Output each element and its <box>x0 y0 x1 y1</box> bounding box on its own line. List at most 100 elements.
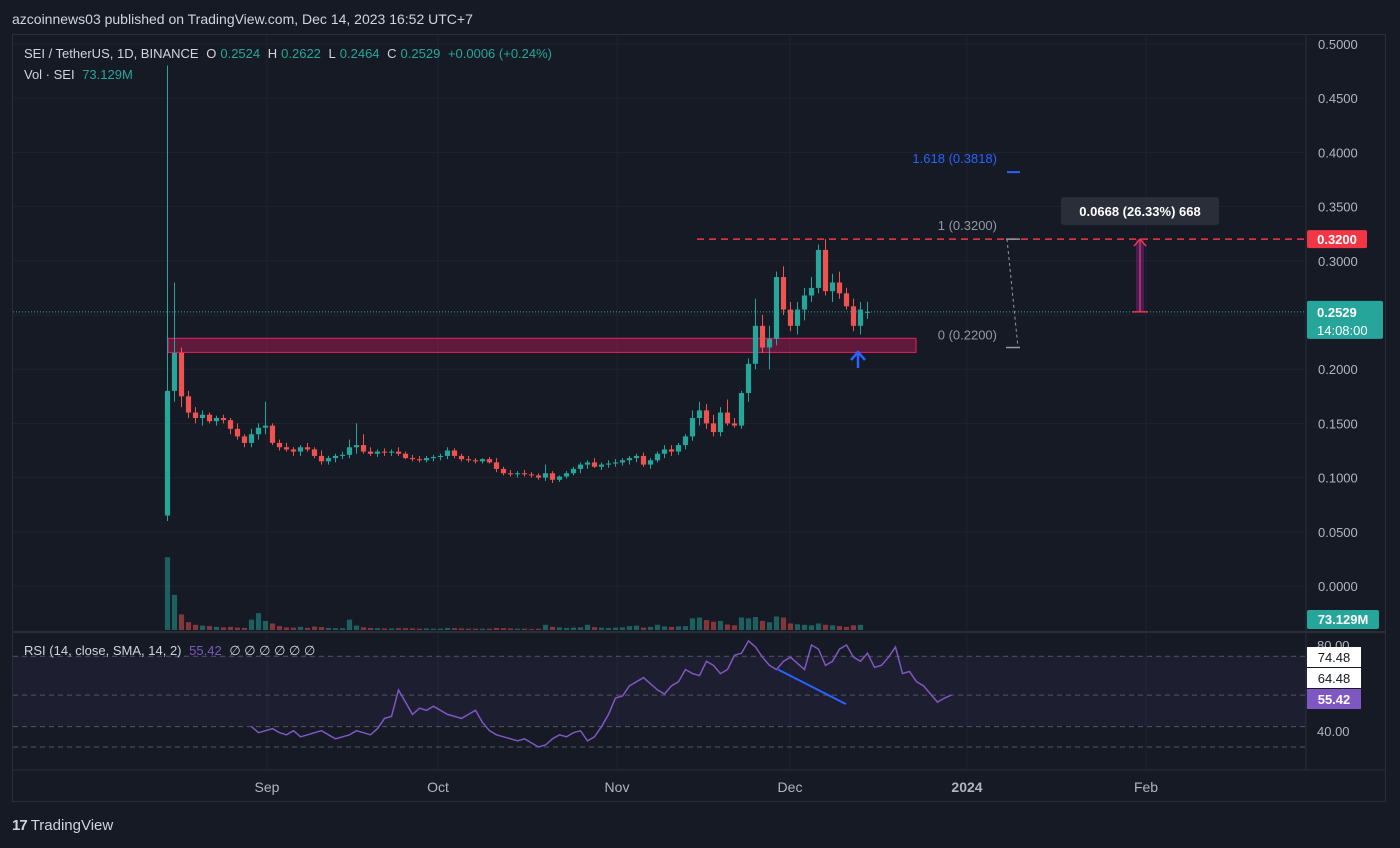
candle-body <box>843 293 850 307</box>
brand-label: TradingView <box>30 817 114 834</box>
candle-body <box>493 462 500 469</box>
volume-bar <box>745 618 752 630</box>
volume-bar <box>724 624 731 630</box>
volume-bar <box>549 626 556 630</box>
candle-body <box>360 445 367 452</box>
volume-bar <box>787 623 794 630</box>
candle-body <box>192 412 199 418</box>
volume-label[interactable]: Vol · SEI <box>24 67 75 82</box>
volume-bar <box>857 624 864 630</box>
candle-body <box>612 462 619 464</box>
up-arrow-icon <box>850 350 866 368</box>
candle-body <box>227 420 234 429</box>
price-tick-label: 0.4500 <box>1318 91 1358 106</box>
candle-body <box>234 428 241 437</box>
volume-bar <box>591 627 598 630</box>
candle-body <box>850 306 857 326</box>
volume-bar <box>409 628 416 630</box>
volume-bar <box>626 626 633 630</box>
volume-bar <box>248 619 255 630</box>
volume-bar <box>423 628 430 630</box>
candle-body <box>283 447 290 450</box>
candle-body <box>178 352 185 397</box>
candle-body <box>255 427 262 435</box>
price-tick-label: 0.5000 <box>1318 37 1358 52</box>
volume-bar <box>752 617 759 630</box>
candle-body <box>416 459 423 461</box>
rsi-value-badge: 55.42 <box>1318 692 1351 707</box>
candle-body <box>437 455 444 458</box>
price-tick-label: 0.1500 <box>1318 416 1358 431</box>
last-price-badge-bg <box>1307 300 1383 339</box>
volume-bar <box>185 622 192 630</box>
volume-bar <box>661 626 668 630</box>
volume-bar <box>472 628 479 630</box>
volume-bar <box>332 628 339 630</box>
volume-bar <box>465 628 472 630</box>
candle-body <box>759 325 766 348</box>
candle-body <box>318 455 325 462</box>
volume-bar <box>451 628 458 630</box>
candle-body <box>787 309 794 326</box>
volume-bar <box>570 627 577 630</box>
rsi-label[interactable]: RSI (14, close, SMA, 14, 2) <box>24 643 182 658</box>
rsi-value: 55.42 <box>189 643 222 658</box>
volume-bar <box>563 627 570 630</box>
candle-body <box>857 309 864 326</box>
volume-bar <box>612 627 619 630</box>
candle-body <box>808 287 815 296</box>
candle-body <box>290 449 297 452</box>
volume-bar <box>318 627 325 630</box>
price-tick-label: 0.1000 <box>1318 471 1358 486</box>
rsi-mid-badge: 64.48 <box>1318 671 1351 686</box>
volume-bar <box>703 620 710 630</box>
volume-bar <box>766 622 773 630</box>
tradingview-logo[interactable]: 17 TradingView <box>12 817 113 834</box>
volume-bar <box>731 625 738 630</box>
volume-bar <box>843 626 850 630</box>
rsi-legend: RSI (14, close, SMA, 14, 2) 55.42 ∅ ∅ ∅ … <box>24 643 319 659</box>
volume-bar <box>311 626 318 630</box>
volume-bar <box>689 618 696 630</box>
volume-bar <box>437 628 444 630</box>
volume-bar <box>850 625 857 630</box>
countdown-badge: 14:08:00 <box>1317 323 1368 338</box>
candle-body <box>724 412 731 424</box>
candle-body <box>171 352 178 391</box>
volume-bar <box>507 628 514 630</box>
candle-body <box>731 423 738 426</box>
candle-body <box>451 450 458 456</box>
price-tick-label: 0.0000 <box>1318 579 1358 594</box>
fib-1-label: 1 (0.3200) <box>938 218 997 233</box>
volume-bar <box>353 625 360 630</box>
volume-bar <box>717 620 724 630</box>
volume-bar <box>276 626 283 630</box>
volume-bar <box>822 624 829 630</box>
last-price-badge: 0.2529 <box>1317 305 1357 320</box>
volume-bar <box>381 628 388 630</box>
volume-bar <box>773 616 780 630</box>
candle-body <box>836 282 843 294</box>
volume-bar <box>598 627 605 630</box>
candle-body <box>773 277 780 339</box>
open-value: 0.2524 <box>220 46 261 61</box>
close-label: C <box>387 46 397 61</box>
candle-body <box>591 462 598 467</box>
volume-badge-bg <box>1307 610 1379 629</box>
candle-body <box>500 468 507 474</box>
volume-bar <box>255 613 262 630</box>
candle-body <box>402 453 409 459</box>
volume-bar <box>479 628 486 630</box>
candle-body <box>479 459 486 462</box>
target-price-badge: 0.3200 <box>1317 232 1357 247</box>
volume-bar <box>654 624 661 630</box>
symbol-label[interactable]: SEI / TetherUS, 1D, BINANCE <box>24 46 199 61</box>
volume-badge: 73.129M <box>1318 612 1369 627</box>
fib-diagonal <box>1006 239 1019 348</box>
rsi-value-badge-bg <box>1307 689 1361 709</box>
support-zone <box>167 337 917 353</box>
candle-body <box>409 458 416 460</box>
candle-body <box>640 455 647 465</box>
volume-bar <box>577 627 584 630</box>
